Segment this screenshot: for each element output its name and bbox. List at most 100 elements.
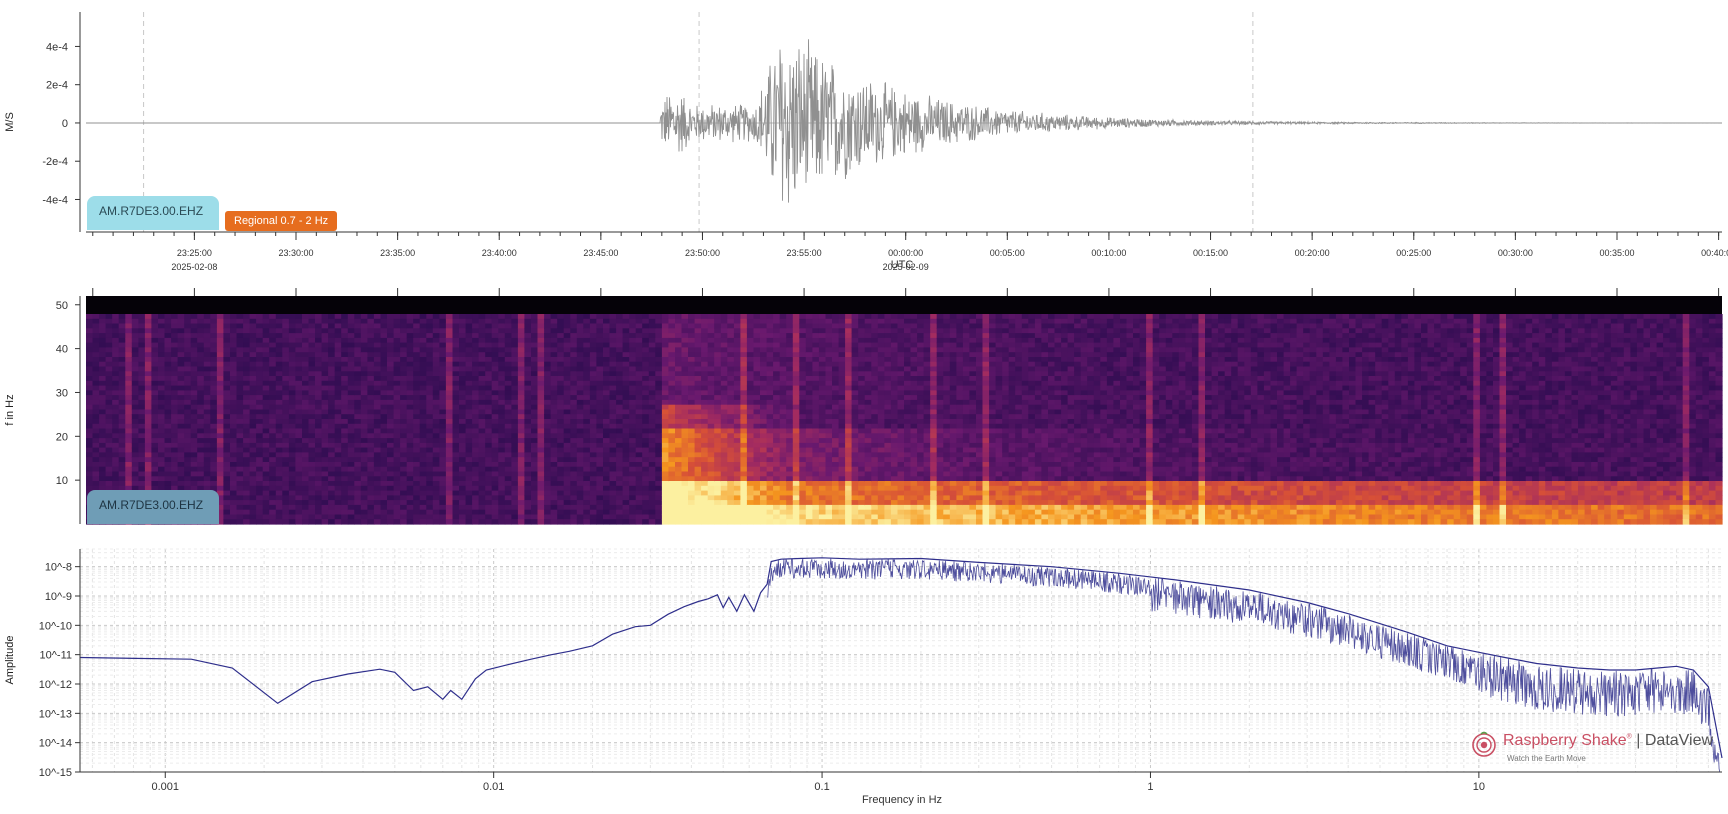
spectrogram-cell [504, 371, 512, 377]
spectrogram-cell [288, 409, 296, 415]
spectrogram-cell [138, 419, 146, 425]
spectrogram-cell [668, 514, 676, 520]
spectrogram-cell [648, 357, 656, 363]
spectrogram-cell [236, 442, 244, 449]
spectrogram-cell [491, 442, 499, 449]
spectrogram-cell [603, 347, 611, 353]
spectrogram-cell [681, 409, 689, 415]
spectrogram-cell [158, 485, 166, 492]
spectrogram-cell [373, 376, 381, 382]
spectrogram-cell [315, 514, 323, 520]
spectrogram-cell [668, 347, 676, 353]
spectrogram-cell [373, 462, 381, 468]
spectrogram-cell [321, 352, 329, 358]
spectrogram-cell [216, 433, 224, 439]
spectrogram-cell [445, 404, 453, 411]
spectrogram-cell [557, 380, 565, 387]
spectrogram-cell [720, 438, 728, 444]
spectrogram-cell [230, 457, 238, 463]
spectrogram-cell [707, 395, 715, 401]
spectrogram-cell [243, 380, 251, 387]
spectrogram-cell [439, 347, 447, 353]
spectrogram-cell [760, 481, 768, 487]
spectrogram-cell [799, 414, 807, 420]
spectrogram-cell [478, 476, 486, 482]
spectrogram-cell [616, 414, 624, 420]
spectrogram-cell [642, 390, 650, 396]
spectrogram-cell [563, 514, 571, 520]
spectrogram-cell [288, 466, 296, 473]
spectrogram-cell [387, 428, 395, 434]
spectrogram-cell [210, 376, 218, 382]
spectrogram-cell [648, 352, 656, 358]
spectrogram-cell [668, 438, 676, 444]
spectrogram-cell [531, 433, 539, 439]
spectrogram-cell [452, 328, 460, 334]
spectrogram-cell [432, 337, 440, 344]
spectrogram-cell [269, 395, 277, 401]
spectrogram-cell [118, 385, 126, 391]
spectrogram-cell [406, 504, 414, 511]
spectrogram-cell [373, 485, 381, 492]
spectrogram-cell [164, 414, 172, 420]
spectrogram-cell [740, 509, 748, 516]
spectrogram-cell [419, 337, 427, 344]
spectrogram-cell [707, 462, 715, 468]
spectrogram-cell [308, 333, 316, 339]
spectrogram-cell [465, 471, 473, 477]
spectrogram-cell [406, 404, 414, 411]
spectrogram-cell [367, 333, 375, 339]
spectrogram-cell [315, 414, 323, 420]
spectrogram-cell [295, 481, 303, 487]
spectrogram-cell [583, 457, 591, 463]
spectrogram-cell [256, 409, 264, 415]
spectrogram-cell [805, 337, 813, 344]
spectrogram-cell [511, 428, 519, 434]
spectrogram-cell [262, 323, 270, 329]
spectrogram-cell [249, 352, 257, 358]
spectrogram-cell [158, 414, 166, 420]
spectrogram-cell [144, 328, 152, 334]
seismogram-x-tick-label: 23:55:00 [787, 248, 822, 258]
spectrogram-cell [799, 371, 807, 377]
spectrogram-cell [432, 514, 440, 520]
spectrogram-cell [393, 442, 401, 449]
spectrogram-cell [648, 428, 656, 434]
spectrogram-cell [216, 395, 224, 401]
spectrogram-cell [668, 504, 676, 511]
spectrogram-cell [269, 476, 277, 482]
spectrogram-cell [622, 442, 630, 449]
spectrogram-cell [570, 337, 578, 344]
spectrogram-cell [740, 481, 748, 487]
spectrogram-cell [347, 509, 355, 516]
spectrogram-cell [635, 442, 643, 449]
spectrogram-cell [230, 485, 238, 492]
spectrogram-cell [701, 428, 709, 434]
spectrogram-cell [328, 490, 336, 496]
spectrogram-cell [112, 390, 120, 396]
spectrogram-cell [524, 395, 532, 401]
spectrogram-cell [92, 352, 100, 358]
spectrogram-cell [517, 514, 525, 520]
spectrogram-cell [603, 433, 611, 439]
spectrogram-cell [701, 423, 709, 430]
spectrogram-cell [459, 485, 467, 492]
spectrogram-cell [367, 380, 375, 387]
spectrogram-cell [138, 423, 146, 430]
spectrogram-cell [688, 390, 696, 396]
spectrogram-cell [295, 447, 303, 453]
spectrogram-cell [308, 462, 316, 468]
spectrogram-cell [282, 481, 290, 487]
spectrogram-cell [347, 414, 355, 420]
spectrogram-cell [511, 318, 519, 325]
spectrogram-cell [203, 399, 211, 406]
spectrogram-cell [805, 328, 813, 334]
spectrogram-cell [432, 361, 440, 368]
spectrogram-cell [387, 471, 395, 477]
spectrogram-cell [230, 476, 238, 482]
spectrogram-cell [380, 452, 388, 458]
spectrogram-cell [675, 438, 683, 444]
spectrogram-cell [373, 495, 381, 501]
spectrogram-cell [727, 428, 735, 434]
spectrogram-cell [524, 352, 532, 358]
